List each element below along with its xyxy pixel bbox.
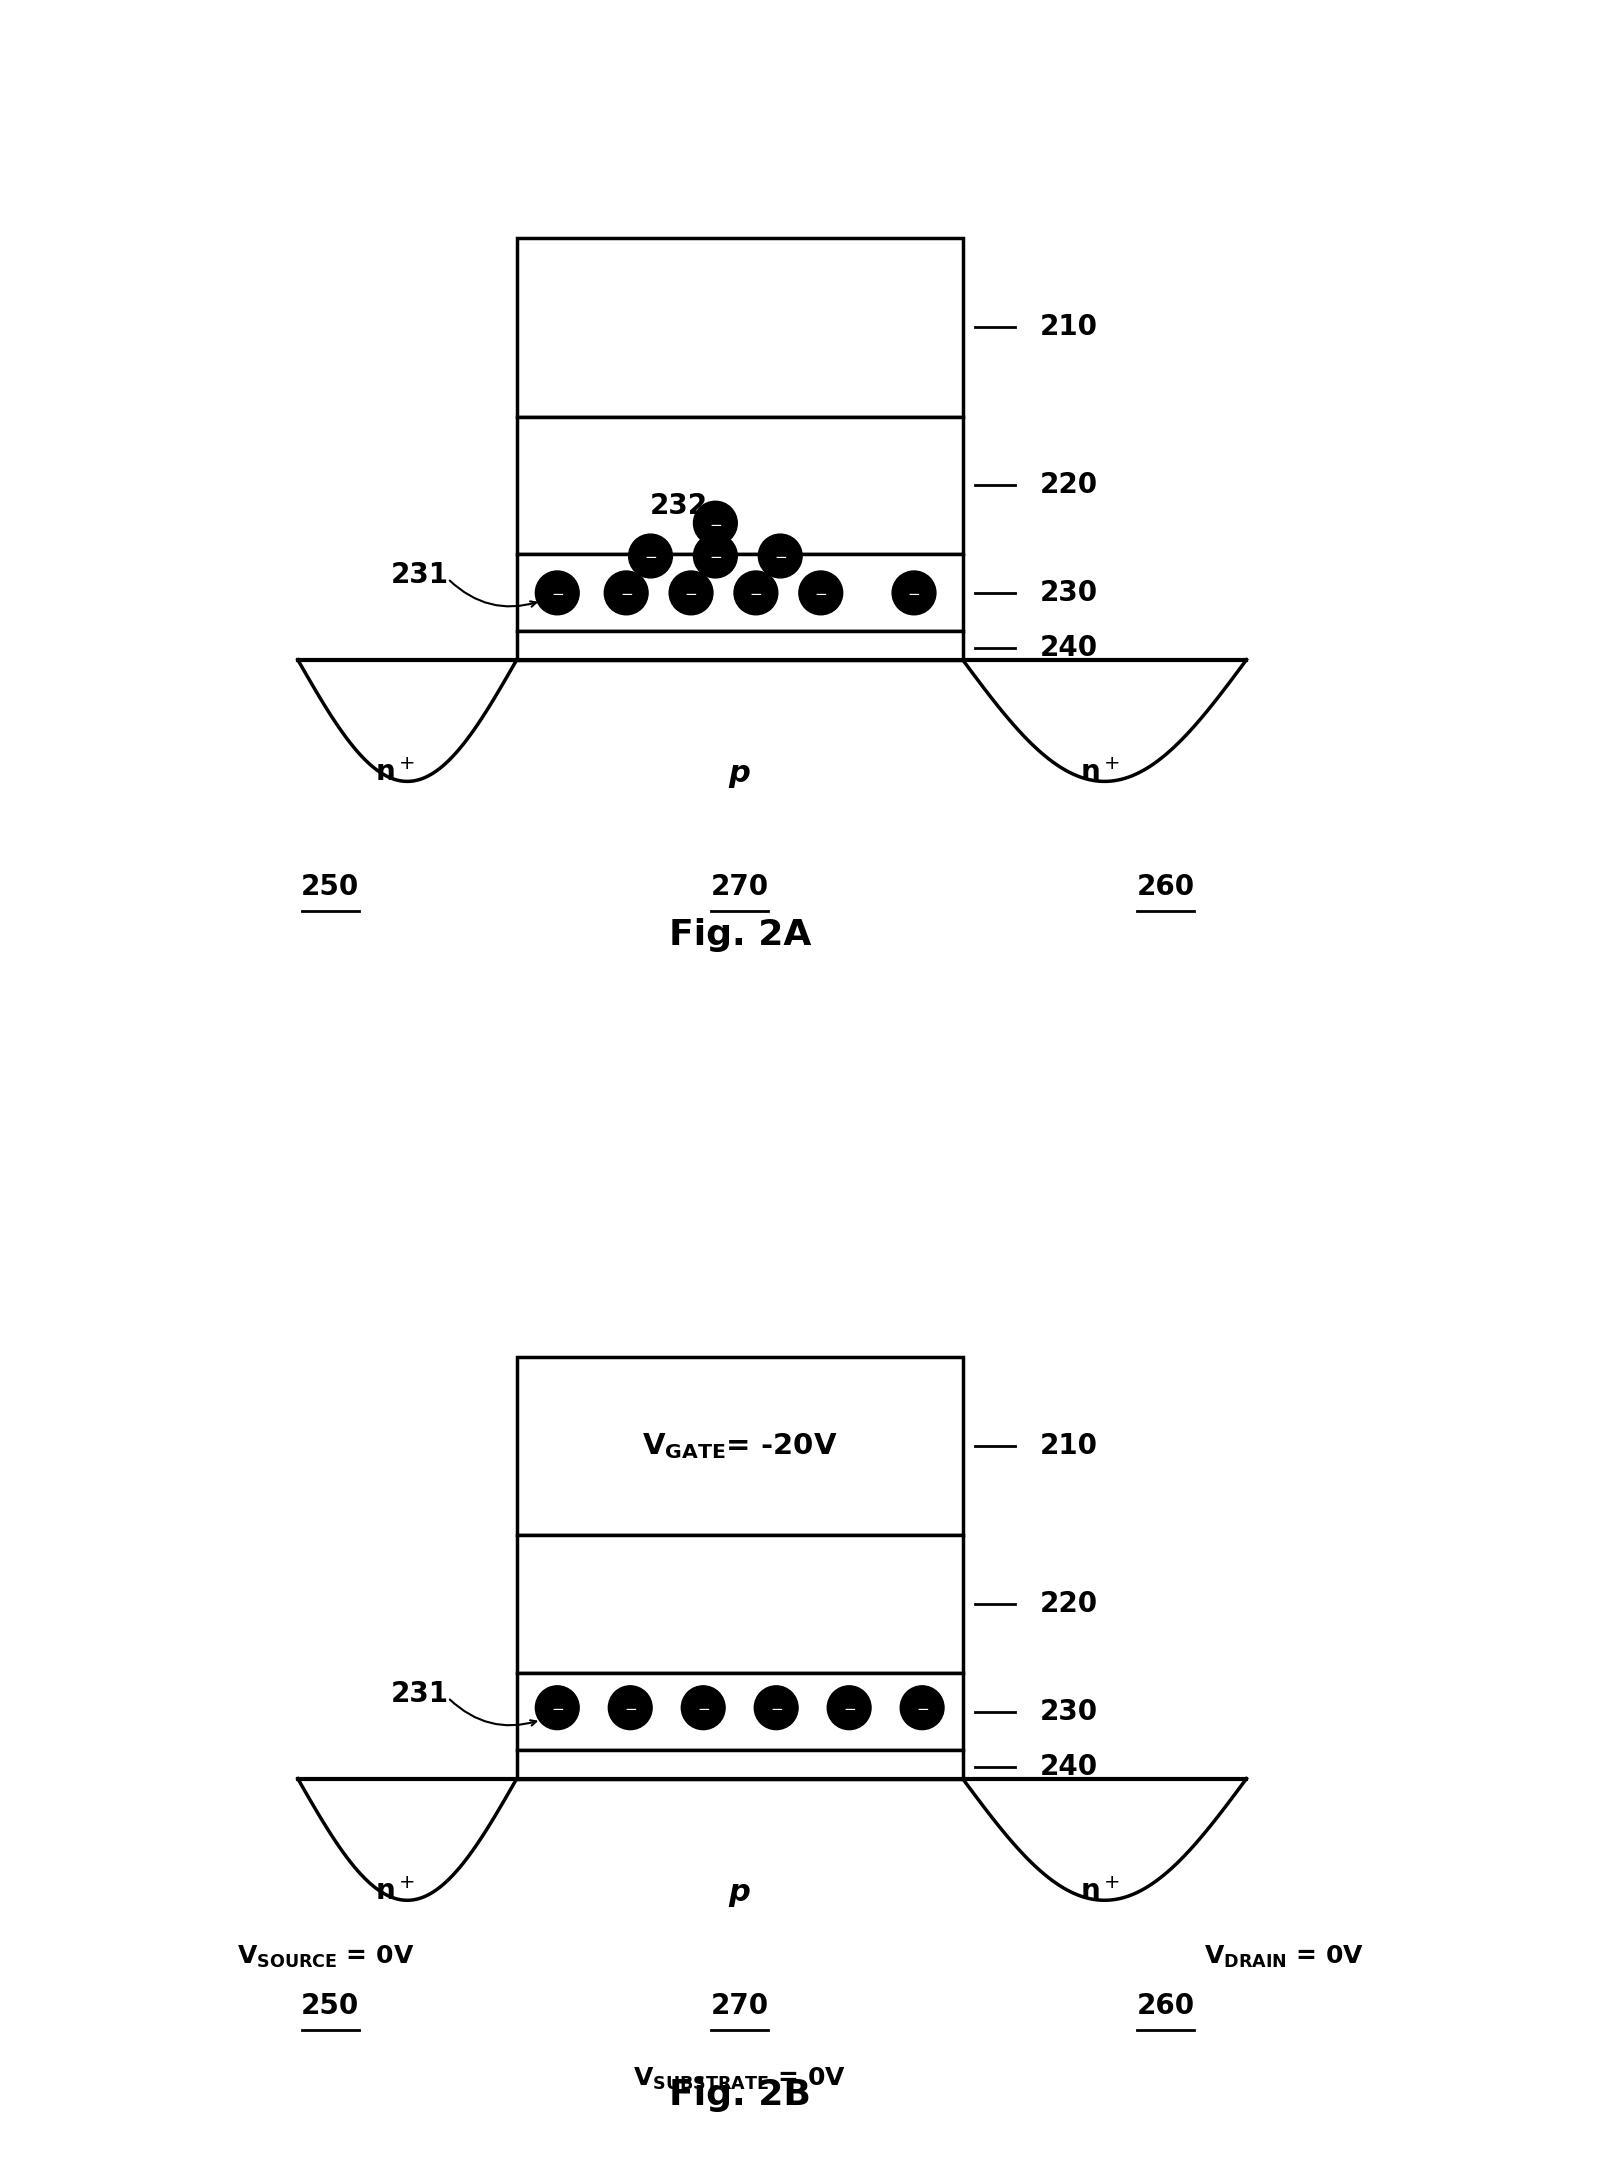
Text: $-$: $-$ — [709, 516, 722, 532]
Bar — [517, 1750, 962, 1778]
Circle shape — [799, 571, 842, 614]
Bar — [517, 1673, 962, 1750]
Bar — [517, 1536, 962, 1673]
Text: 250: 250 — [301, 1992, 359, 2020]
Text: $-$: $-$ — [842, 1700, 855, 1715]
Text: p: p — [728, 1878, 751, 1907]
Text: n$^+$: n$^+$ — [1081, 758, 1121, 787]
Circle shape — [629, 534, 672, 577]
Text: 232: 232 — [650, 492, 708, 521]
Text: n$^+$: n$^+$ — [375, 1878, 415, 1907]
Text: $-$: $-$ — [620, 586, 632, 601]
Text: 231: 231 — [391, 560, 448, 588]
Text: n$^+$: n$^+$ — [1081, 1878, 1121, 1907]
Circle shape — [604, 571, 648, 614]
Text: 210: 210 — [1039, 1432, 1098, 1460]
Text: 220: 220 — [1039, 471, 1098, 499]
Text: 270: 270 — [711, 874, 768, 900]
Text: $-$: $-$ — [908, 586, 921, 601]
Text: 230: 230 — [1039, 580, 1098, 608]
Circle shape — [900, 1687, 945, 1730]
Text: $-$: $-$ — [770, 1700, 783, 1715]
Circle shape — [682, 1687, 725, 1730]
Circle shape — [693, 534, 736, 577]
Bar — [517, 238, 962, 416]
Circle shape — [535, 1687, 580, 1730]
Bar — [517, 553, 962, 632]
Circle shape — [693, 501, 736, 545]
Text: V$_{\mathregular{SOURCE}}$ = 0V: V$_{\mathregular{SOURCE}}$ = 0V — [237, 1944, 415, 1970]
Text: 240: 240 — [1039, 1752, 1098, 1780]
Text: p: p — [728, 758, 751, 789]
Text: $-$: $-$ — [624, 1700, 637, 1715]
Text: $-$: $-$ — [815, 586, 828, 601]
Circle shape — [754, 1687, 797, 1730]
Text: V$_{\mathregular{SUBSTRATE}}$ = 0V: V$_{\mathregular{SUBSTRATE}}$ = 0V — [634, 2066, 847, 2092]
Circle shape — [828, 1687, 871, 1730]
Text: 260: 260 — [1137, 1992, 1194, 2020]
Text: Fig. 2A: Fig. 2A — [669, 920, 810, 952]
Text: 250: 250 — [301, 874, 359, 900]
Text: $-$: $-$ — [916, 1700, 929, 1715]
Text: V$_{\mathregular{GATE}}$= -20V: V$_{\mathregular{GATE}}$= -20V — [642, 1432, 837, 1462]
Text: V$_{\mathregular{DRAIN}}$ = 0V: V$_{\mathregular{DRAIN}}$ = 0V — [1204, 1944, 1364, 1970]
Bar — [517, 416, 962, 553]
Text: Fig. 2B: Fig. 2B — [669, 2079, 810, 2111]
Circle shape — [892, 571, 937, 614]
Text: n$^+$: n$^+$ — [375, 758, 415, 787]
Text: $-$: $-$ — [551, 586, 564, 601]
Text: $-$: $-$ — [685, 586, 698, 601]
Circle shape — [669, 571, 712, 614]
Text: 210: 210 — [1039, 314, 1098, 342]
Circle shape — [535, 571, 580, 614]
Text: 220: 220 — [1039, 1591, 1098, 1619]
Text: $-$: $-$ — [696, 1700, 709, 1715]
Text: $-$: $-$ — [749, 586, 762, 601]
Text: 270: 270 — [711, 1992, 768, 2020]
Text: 240: 240 — [1039, 634, 1098, 662]
Circle shape — [759, 534, 802, 577]
Circle shape — [608, 1687, 652, 1730]
Text: $-$: $-$ — [551, 1700, 564, 1715]
Text: 230: 230 — [1039, 1697, 1098, 1726]
Bar — [517, 632, 962, 660]
Text: 231: 231 — [391, 1680, 448, 1708]
Text: 260: 260 — [1137, 874, 1194, 900]
Bar — [517, 1358, 962, 1536]
Circle shape — [733, 571, 778, 614]
Text: $-$: $-$ — [773, 549, 786, 564]
Text: $-$: $-$ — [644, 549, 656, 564]
Text: $-$: $-$ — [709, 549, 722, 564]
